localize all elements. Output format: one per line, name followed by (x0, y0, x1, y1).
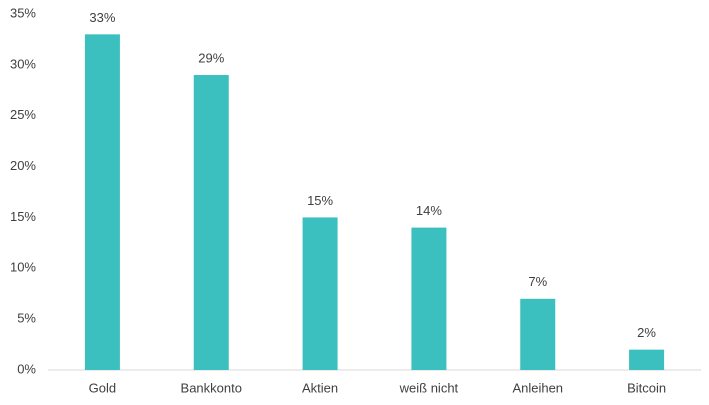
bar (84, 34, 120, 370)
bar (302, 217, 338, 370)
value-label: 7% (528, 274, 547, 289)
bar (520, 298, 556, 370)
x-tick-label: Gold (89, 380, 116, 395)
x-tick-label: Anleihen (512, 380, 563, 395)
y-tick-label: 10% (10, 260, 36, 275)
x-tick-label: weiß nicht (399, 380, 459, 395)
bar (629, 349, 665, 370)
y-tick-label: 0% (17, 361, 36, 376)
value-label: 29% (198, 50, 224, 65)
x-tick-label: Bitcoin (627, 380, 666, 395)
y-tick-label: 30% (10, 56, 36, 71)
value-label: 33% (89, 10, 115, 25)
y-tick-label: 25% (10, 107, 36, 122)
y-tick-label: 20% (10, 158, 36, 173)
y-tick-label: 15% (10, 209, 36, 224)
bar (193, 75, 229, 371)
value-label: 15% (307, 193, 333, 208)
y-tick-label: 5% (17, 311, 36, 326)
value-label: 2% (637, 325, 656, 340)
value-label: 14% (416, 203, 442, 218)
x-tick-label: Bankkonto (181, 380, 242, 395)
x-tick-label: Aktien (302, 380, 338, 395)
bar (411, 227, 447, 370)
y-tick-label: 35% (10, 5, 36, 20)
